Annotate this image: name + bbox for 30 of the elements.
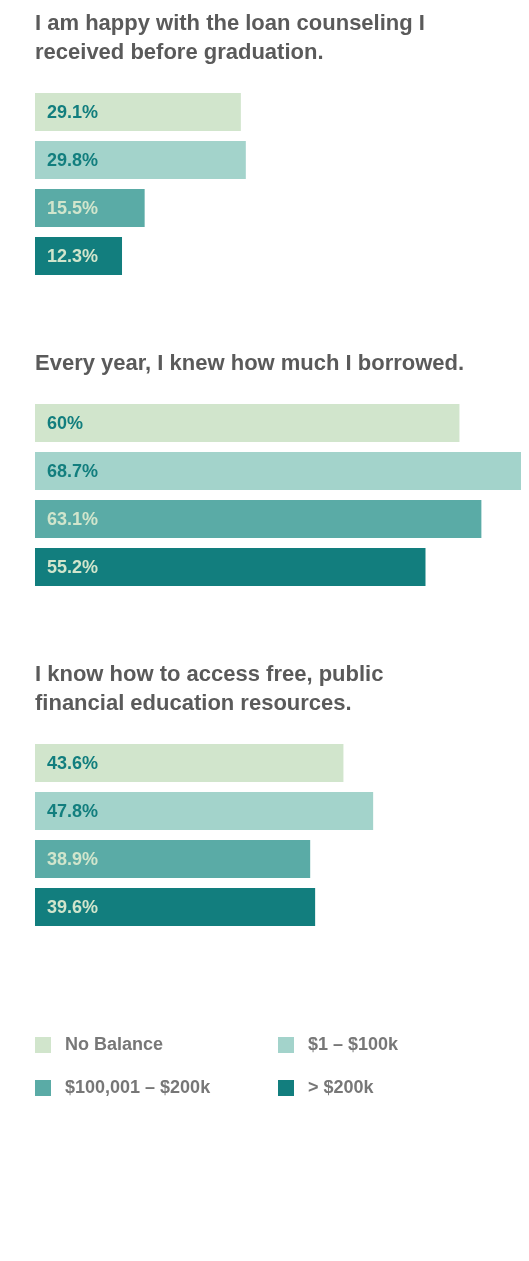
bar: [35, 141, 246, 179]
data-label: 39.6%: [47, 897, 99, 917]
legend-label: > $200k: [308, 1077, 374, 1098]
legend-label: $1 – $100k: [308, 1034, 399, 1055]
bar: [35, 548, 426, 586]
data-label: 60%: [47, 413, 84, 433]
data-label: 43.6%: [47, 753, 99, 773]
data-label: 29.1%: [47, 102, 99, 122]
data-label: 55.2%: [47, 557, 99, 577]
bar: [35, 888, 316, 926]
chart-title: Every year, I knew how much I borrowed.: [34, 349, 466, 377]
bar: [35, 93, 241, 131]
data-label: 15.5%: [47, 198, 99, 218]
data-label: 68.7%: [47, 461, 99, 481]
data-label: 63.1%: [47, 509, 99, 529]
bar: [35, 744, 344, 782]
chart-title: I am happy with the loan counseling I received before graduation.: [34, 9, 426, 66]
bar: [35, 189, 145, 227]
legend-label: $100,001 – $200k: [65, 1077, 211, 1098]
bar: [35, 840, 311, 878]
data-label: 29.8%: [47, 150, 99, 170]
data-label: 12.3%: [47, 246, 99, 266]
legend-label: No Balance: [65, 1034, 164, 1055]
bar: [35, 404, 460, 442]
bar: [35, 452, 521, 490]
data-label: 38.9%: [47, 849, 99, 869]
bar: [35, 792, 374, 830]
bar: [35, 500, 482, 538]
data-label: 47.8%: [47, 801, 99, 821]
chart-title: I know how to access free, public financial education resources.: [34, 660, 385, 717]
